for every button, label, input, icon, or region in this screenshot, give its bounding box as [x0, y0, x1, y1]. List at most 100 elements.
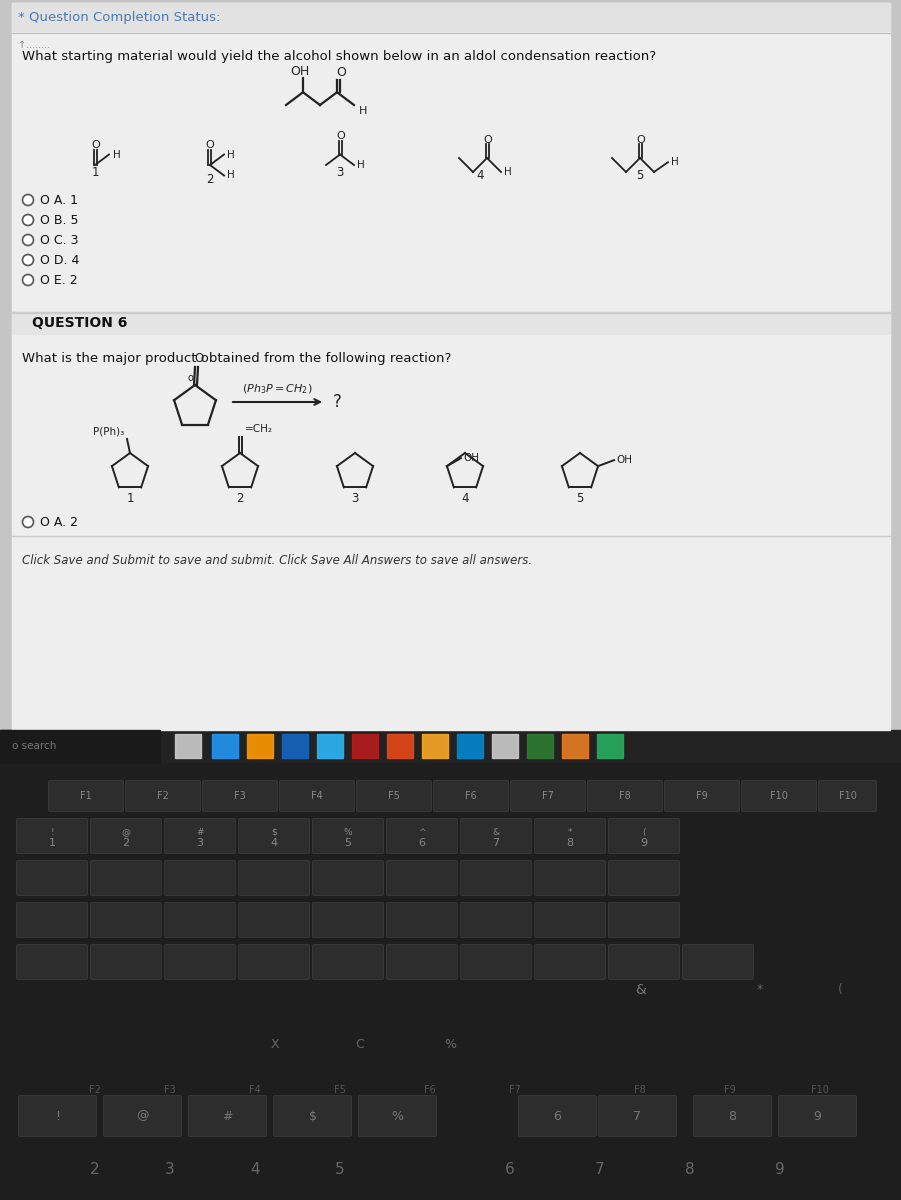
Text: F6: F6 — [424, 1085, 436, 1094]
Text: Click Save and Submit to save and submit. Click Save All Answers to save all ans: Click Save and Submit to save and submit… — [22, 554, 532, 566]
Bar — [352, 734, 378, 758]
Text: H: H — [113, 150, 121, 160]
FancyBboxPatch shape — [239, 944, 310, 979]
FancyBboxPatch shape — [313, 902, 384, 937]
FancyBboxPatch shape — [19, 1096, 96, 1136]
Text: (: ( — [838, 984, 842, 996]
Bar — [212, 734, 238, 758]
Bar — [12, 2, 890, 31]
Text: F2: F2 — [89, 1085, 101, 1094]
Bar — [175, 734, 201, 758]
FancyBboxPatch shape — [90, 944, 161, 979]
FancyBboxPatch shape — [608, 818, 679, 853]
Bar — [597, 734, 623, 758]
FancyBboxPatch shape — [460, 818, 532, 853]
FancyBboxPatch shape — [313, 860, 384, 895]
Text: H: H — [227, 150, 235, 160]
FancyBboxPatch shape — [387, 860, 458, 895]
FancyBboxPatch shape — [518, 1096, 596, 1136]
Text: 1: 1 — [91, 166, 99, 179]
FancyBboxPatch shape — [239, 860, 310, 895]
FancyBboxPatch shape — [665, 780, 740, 811]
Text: P(Ph)₃: P(Ph)₃ — [93, 426, 124, 436]
Text: !: ! — [55, 1110, 60, 1122]
FancyBboxPatch shape — [608, 944, 679, 979]
Text: 8: 8 — [729, 1110, 736, 1122]
Text: F10: F10 — [811, 1085, 829, 1094]
Circle shape — [23, 194, 33, 205]
Text: 1: 1 — [49, 838, 56, 848]
FancyBboxPatch shape — [313, 818, 384, 853]
Text: OH: OH — [290, 65, 310, 78]
Text: $: $ — [271, 828, 277, 836]
FancyBboxPatch shape — [104, 1096, 181, 1136]
Text: @: @ — [136, 1110, 149, 1122]
Text: * Question Completion Status:: * Question Completion Status: — [18, 11, 221, 24]
Text: 6: 6 — [505, 1163, 514, 1177]
Text: 5: 5 — [577, 492, 584, 505]
Text: H: H — [671, 157, 678, 167]
FancyBboxPatch shape — [433, 780, 508, 811]
Text: F7: F7 — [542, 791, 554, 802]
Text: !: ! — [50, 828, 54, 836]
Text: H: H — [359, 106, 368, 115]
Text: *: * — [568, 828, 572, 836]
Text: ↑........: ↑........ — [18, 40, 50, 50]
FancyBboxPatch shape — [239, 818, 310, 853]
FancyBboxPatch shape — [682, 944, 753, 979]
Bar — [247, 734, 273, 758]
Text: %: % — [392, 1110, 404, 1122]
Text: 2: 2 — [236, 492, 244, 505]
Text: 4: 4 — [477, 169, 484, 182]
FancyBboxPatch shape — [534, 860, 605, 895]
Text: O C. 3: O C. 3 — [40, 234, 78, 246]
Text: $: $ — [308, 1110, 316, 1122]
Text: 2: 2 — [123, 838, 130, 848]
Text: 3: 3 — [165, 1163, 175, 1177]
Text: ?: ? — [333, 392, 341, 410]
Text: 6: 6 — [418, 838, 425, 848]
FancyBboxPatch shape — [460, 944, 532, 979]
FancyBboxPatch shape — [16, 818, 87, 853]
Text: O E. 2: O E. 2 — [40, 274, 77, 287]
Bar — [0, 762, 901, 1200]
Circle shape — [23, 516, 33, 528]
Text: 7: 7 — [596, 1163, 605, 1177]
FancyBboxPatch shape — [90, 860, 161, 895]
Text: =CH₂: =CH₂ — [245, 424, 273, 434]
Text: O: O — [336, 66, 346, 79]
Text: o: o — [187, 373, 193, 383]
Bar — [0, 730, 160, 762]
Text: @: @ — [122, 828, 131, 836]
FancyBboxPatch shape — [313, 944, 384, 979]
Text: o search: o search — [12, 740, 57, 751]
FancyBboxPatch shape — [49, 780, 123, 811]
Text: F10: F10 — [770, 791, 788, 802]
FancyBboxPatch shape — [16, 902, 87, 937]
Text: 1: 1 — [126, 492, 133, 505]
Text: X: X — [270, 1038, 279, 1051]
Text: 2: 2 — [206, 173, 214, 186]
Text: &: & — [634, 983, 645, 997]
FancyBboxPatch shape — [608, 902, 679, 937]
Text: 5: 5 — [636, 169, 643, 182]
Text: F8: F8 — [634, 1085, 646, 1094]
Text: $(Ph_3P=CH_2)$: $(Ph_3P=CH_2)$ — [242, 382, 313, 396]
Bar — [492, 734, 518, 758]
Text: F1: F1 — [80, 791, 92, 802]
FancyBboxPatch shape — [90, 902, 161, 937]
Text: F4: F4 — [311, 791, 323, 802]
Text: F3: F3 — [164, 1085, 176, 1094]
Text: OH: OH — [463, 454, 479, 463]
Text: F8: F8 — [619, 791, 631, 802]
FancyBboxPatch shape — [165, 944, 235, 979]
Text: 2: 2 — [90, 1163, 100, 1177]
FancyBboxPatch shape — [165, 902, 235, 937]
FancyBboxPatch shape — [16, 860, 87, 895]
Text: 8: 8 — [685, 1163, 695, 1177]
Text: 8: 8 — [567, 838, 574, 848]
Bar — [12, 312, 890, 334]
FancyBboxPatch shape — [694, 1096, 771, 1136]
Bar — [282, 734, 308, 758]
Bar — [422, 734, 448, 758]
